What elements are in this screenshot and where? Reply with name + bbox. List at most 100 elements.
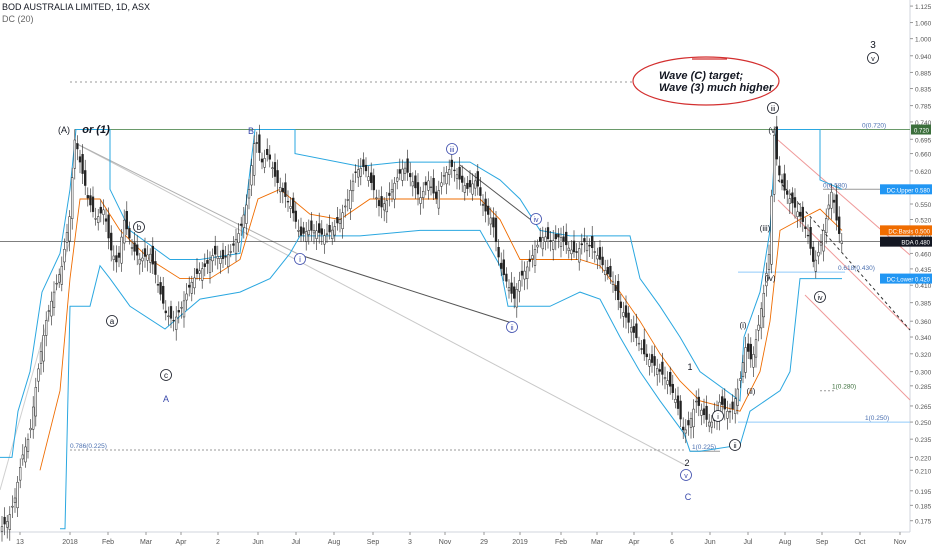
candle-body: [747, 343, 750, 352]
candle-body: [203, 263, 206, 267]
candle-body: [731, 401, 734, 410]
candle-body: [302, 227, 305, 234]
time-tick-label: Jun: [252, 539, 263, 546]
time-tick-label: Jul: [292, 539, 301, 546]
price-tick-label: 0.285: [915, 384, 932, 391]
candle-body: [559, 237, 563, 247]
candle-body: [518, 280, 521, 292]
time-tick-label: 6: [670, 539, 674, 546]
wave-label: iv: [533, 217, 539, 224]
candle-body: [260, 158, 264, 163]
candle-body: [211, 255, 214, 262]
price-tick-label: 0.235: [915, 437, 932, 444]
price-tick-label: 1.125: [915, 4, 932, 11]
candle-body: [783, 173, 786, 191]
price-tick-label: 0.435: [915, 267, 932, 274]
trend-line: [74, 142, 686, 466]
candle-body: [172, 319, 175, 322]
candle-body: [81, 154, 84, 174]
wave-label: C: [685, 492, 692, 502]
wave-label: i: [299, 255, 301, 264]
candle-body: [102, 209, 105, 215]
candle-body: [403, 167, 407, 174]
candle-body: [570, 249, 573, 255]
candle-body: [578, 248, 581, 263]
candle-body: [461, 175, 464, 183]
candle-body: [526, 266, 529, 279]
candle-body: [45, 320, 48, 336]
candle-body: [320, 228, 323, 235]
candle-body: [357, 169, 360, 178]
candle-body: [149, 253, 152, 263]
wave-label: ii: [733, 443, 737, 450]
candle-body: [21, 454, 24, 460]
candle-body: [702, 408, 706, 416]
candle-body: [830, 191, 833, 209]
candle-body: [276, 170, 279, 183]
candle-body: [840, 240, 843, 244]
wave-label: or (1): [82, 124, 110, 136]
candle-body: [422, 190, 425, 198]
candle-body: [614, 285, 617, 291]
candle-body: [679, 400, 682, 420]
candle-body: [63, 248, 66, 263]
wave-label-circle: [133, 221, 145, 233]
candle-body: [541, 237, 544, 250]
candle-body: [42, 335, 45, 362]
candle-body: [726, 410, 729, 419]
candle-body: [362, 159, 365, 168]
candle-body: [91, 196, 95, 212]
time-tick-label: Mar: [140, 539, 153, 546]
candle-body: [757, 324, 760, 331]
candle-body: [481, 204, 485, 206]
candle-body: [799, 211, 802, 217]
time-tick-label: Nov: [439, 539, 452, 546]
candle-body: [99, 206, 102, 214]
price-tick-label: 0.835: [915, 87, 932, 94]
price-tick-label: 0.410: [915, 283, 932, 290]
price-label-box: [880, 225, 932, 236]
candle-body: [195, 268, 199, 274]
candle-body: [250, 165, 253, 186]
wave-label: b: [137, 223, 142, 232]
wave-label: (v): [768, 126, 778, 135]
candle-body: [793, 197, 797, 208]
time-tick-label: 13: [16, 539, 24, 546]
candle-body: [619, 301, 622, 308]
candle-body: [78, 156, 82, 163]
price-tick-label: 0.220: [915, 455, 932, 462]
candle-body: [494, 217, 498, 242]
candle-body: [331, 229, 334, 239]
candle-body: [229, 251, 232, 253]
price-label-box: [880, 273, 932, 284]
wave-label: 2: [684, 458, 689, 468]
candle-body: [786, 190, 789, 195]
candle-body: [214, 245, 217, 255]
candle-body: [351, 180, 355, 192]
candle-body: [409, 173, 412, 178]
candle-body: [359, 167, 362, 177]
candle-body: [84, 170, 87, 186]
time-tick-label: Mar: [591, 539, 604, 546]
candle-body: [318, 223, 321, 233]
time-tick-label: Oct: [855, 539, 866, 546]
candle-body: [601, 256, 604, 266]
candle-body: [468, 180, 472, 188]
candle-body: [544, 236, 547, 242]
price-tick-label: 0.620: [915, 169, 932, 176]
candle-body: [575, 251, 578, 253]
wave-label-circle: [867, 52, 879, 64]
price-label-text: DC:Upper 0.580: [887, 188, 931, 194]
trend-line: [299, 254, 513, 324]
candle-body: [674, 398, 677, 403]
price-label-box: [880, 184, 932, 195]
candle-body: [128, 228, 131, 239]
candle-body: [455, 174, 459, 179]
time-tick-label: Apr: [629, 539, 641, 546]
candle-body: [182, 300, 186, 318]
candle-body: [279, 187, 282, 193]
candle-body: [585, 243, 589, 252]
candle-body: [292, 197, 295, 214]
candle-body: [448, 169, 451, 175]
